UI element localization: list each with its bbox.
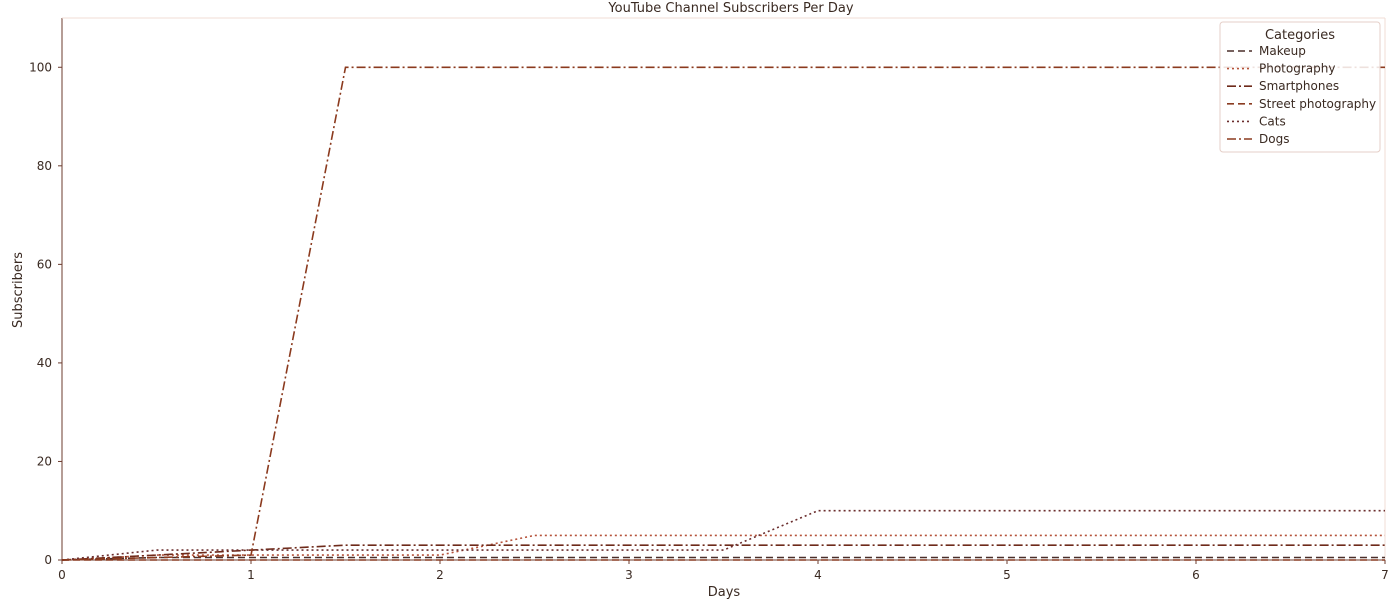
y-ticks: 0 20 40 60 80 100 <box>29 60 62 567</box>
series-lines <box>61 66 1385 561</box>
series-line-dogs <box>61 66 1385 561</box>
legend-label: Street photography <box>1259 97 1376 111</box>
x-ticks: 0 1 2 3 4 5 6 7 <box>58 560 1389 582</box>
legend-label: Photography <box>1259 62 1335 76</box>
legend-box <box>1219 21 1381 153</box>
legend-title: Categories <box>1265 28 1335 43</box>
y-tick-label: 100 <box>29 60 52 74</box>
series-line-photography <box>61 534 1385 561</box>
x-tick-label: 2 <box>436 568 444 582</box>
x-tick-label: 3 <box>625 568 633 582</box>
legend-label: Makeup <box>1259 44 1306 58</box>
legend-label: Dogs <box>1259 132 1289 146</box>
x-axis-title: Days <box>708 585 741 600</box>
x-tick-label: 0 <box>58 568 66 582</box>
y-tick-label: 60 <box>37 257 52 271</box>
x-tick-label: 7 <box>1381 568 1389 582</box>
x-tick-label: 4 <box>814 568 822 582</box>
legend-items: Makeup Photography Smartphones Street photo… <box>1227 44 1376 146</box>
y-tick-label: 40 <box>37 356 52 370</box>
legend-label: Cats <box>1259 114 1286 128</box>
legend-label: Smartphones <box>1259 79 1339 93</box>
series-line-smartphones <box>61 544 1385 561</box>
axes <box>61 17 1386 561</box>
legend: Categories Makeup Photography Smartphones S… <box>1219 21 1381 153</box>
y-tick-label: 0 <box>44 553 52 567</box>
chart-title: YouTube Channel Subscribers Per Day <box>607 1 853 16</box>
y-tick-label: 80 <box>37 159 52 173</box>
y-axis-title: Subscribers <box>11 252 26 328</box>
x-tick-label: 6 <box>1192 568 1200 582</box>
x-tick-label: 1 <box>247 568 255 582</box>
x-tick-label: 5 <box>1003 568 1011 582</box>
y-tick-label: 20 <box>37 454 52 468</box>
